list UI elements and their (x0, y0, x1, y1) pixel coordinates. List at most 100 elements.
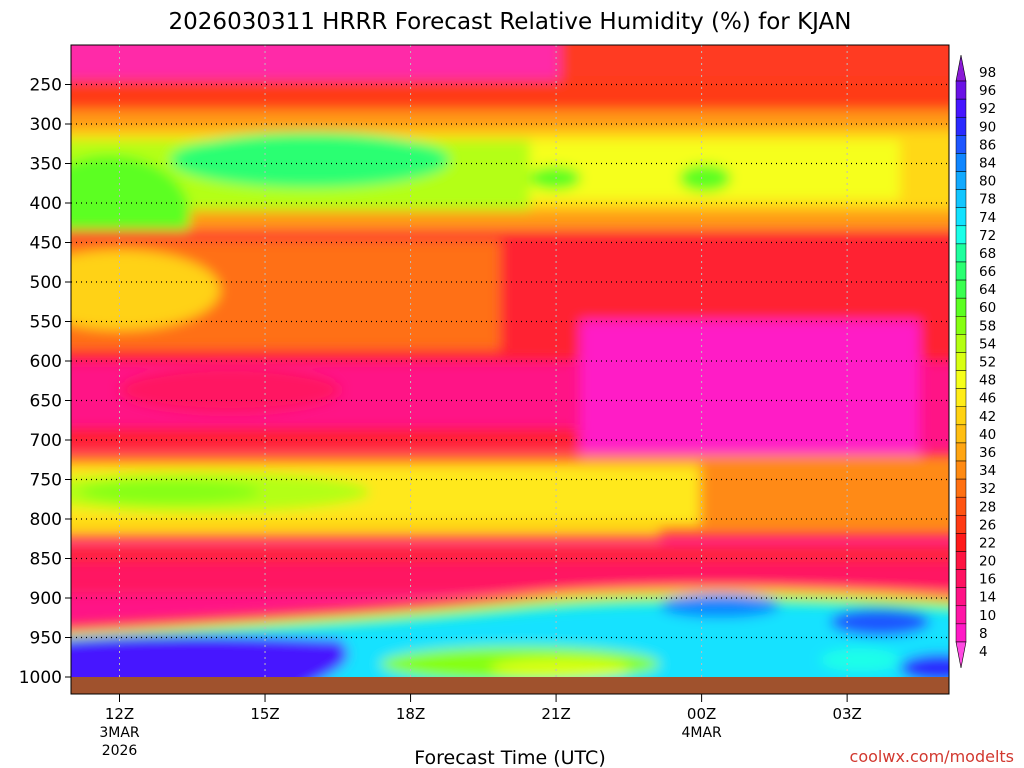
ground-bar (71, 677, 949, 694)
colorbar-swatch (955, 496, 967, 516)
rh-region-upper-green-b (679, 164, 731, 192)
colorbar-swatch (955, 370, 967, 389)
colorbar-swatch (955, 279, 967, 299)
colorbar-swatch (955, 623, 967, 643)
rh-region-dry-left (120, 368, 340, 412)
colorbar-label: 84 (979, 155, 996, 171)
colorbar-label: 32 (979, 481, 996, 497)
chart-title: 2026030311 HRRR Forecast Relative Humidi… (169, 9, 852, 35)
colorbar-swatch (955, 442, 967, 462)
colorbar-swatch (955, 98, 967, 118)
colorbar-label: 16 (979, 572, 996, 588)
colorbar-swatch (955, 297, 967, 317)
colorbar-swatch (955, 605, 967, 625)
colorbar-swatch (955, 153, 967, 172)
colorbar-swatch (955, 460, 967, 480)
colorbar-swatch (955, 515, 967, 534)
y-tick-label: 750 (30, 471, 62, 491)
colorbar-swatch (955, 533, 967, 552)
rh-field (71, 45, 949, 677)
y-tick-label: 650 (30, 392, 62, 412)
colorbar-swatch (955, 569, 967, 588)
y-tick-label: 800 (30, 510, 62, 530)
y-tick-label: 350 (30, 155, 62, 175)
colorbar-swatch (955, 424, 967, 444)
rh-region-mid-yellow-left (71, 250, 220, 330)
colorbar-label: 20 (979, 554, 996, 570)
colorbar-label: 22 (979, 535, 996, 551)
x-tick-label: 18Z (396, 705, 425, 723)
x-tick-label: 12Z (105, 705, 134, 723)
x-axis: 12Z 3MAR 2026 15Z 18Z 21Z 00Z 4MAR 03Z (99, 694, 862, 759)
y-tick-label: 900 (30, 589, 62, 609)
x-tick-date: 4MAR (681, 725, 722, 741)
y-tick-label: 950 (30, 629, 62, 649)
colorbar-label: 52 (979, 355, 996, 371)
colorbar-label: 60 (979, 300, 996, 316)
colorbar-label: 8 (979, 626, 988, 642)
rh-region-surface-cyan-r (820, 648, 900, 672)
colorbar-swatch (955, 80, 967, 100)
colorbar-swatch (955, 406, 967, 426)
rh-region-lowlevel-blue2 (830, 608, 930, 636)
colorbar-swatch (955, 243, 967, 263)
y-tick-label: 700 (30, 431, 62, 451)
colorbar-label: 86 (979, 137, 996, 153)
x-axis-title: Forecast Time (UTC) (414, 747, 605, 768)
colorbar-label: 72 (979, 228, 996, 244)
colorbar-swatch (955, 587, 967, 607)
y-axis: 250 300 350 400 450 500 550 600 650 700 750 800 850 9… (19, 76, 71, 688)
colorbar-label: 26 (979, 517, 996, 533)
rh-region-top-red-left (71, 80, 949, 115)
rh-region-upper-green-mid (170, 132, 450, 188)
colorbar-label: 36 (979, 445, 996, 461)
colorbar-swatch (955, 352, 967, 371)
x-tick-label: 00Z (687, 705, 716, 723)
rh-region-lowlevel-blue (660, 594, 780, 618)
plot-frame (70, 44, 950, 695)
x-tick-label: 21Z (541, 705, 570, 723)
y-tick-label: 450 (30, 234, 62, 254)
rh-region-surface-blue-r (900, 654, 949, 677)
x-tick-year: 2026 (102, 743, 138, 759)
colorbar-label: 58 (979, 318, 996, 334)
y-tick-label: 600 (30, 352, 62, 372)
colorbar-label: 34 (979, 463, 996, 479)
colorbar-label: 80 (979, 174, 996, 190)
colorbar-label: 54 (979, 336, 996, 352)
colorbar-label: 92 (979, 101, 996, 117)
rh-region-mid-orange-core (350, 302, 450, 338)
colorbar-swatch (955, 207, 967, 227)
x-tick-date: 3MAR (99, 725, 140, 741)
colorbar-swatch (955, 116, 967, 136)
rh-region-surface-lime (490, 658, 630, 677)
colorbar-swatch (955, 334, 967, 353)
rh-region-low-yellow-stripe (71, 520, 660, 538)
colorbar-label: 64 (979, 282, 996, 298)
colorbar-label: 14 (979, 590, 996, 606)
y-tick-label: 500 (30, 273, 62, 293)
colorbar-swatch (955, 225, 967, 245)
y-tick-label: 400 (30, 194, 62, 214)
x-tick-label: 03Z (832, 705, 861, 723)
colorbar-label: 90 (979, 119, 996, 135)
rh-region-low-green (80, 480, 260, 504)
colorbar-label: 78 (979, 192, 996, 208)
y-tick-label: 1000 (19, 668, 62, 688)
colorbar-label: 96 (979, 83, 996, 99)
y-tick-label: 250 (30, 76, 62, 96)
colorbar-swatch (955, 551, 967, 570)
colorbar-label: 46 (979, 391, 996, 407)
colorbar-label: 42 (979, 409, 996, 425)
colorbar-label: 68 (979, 246, 996, 262)
watermark: coolwx.com/modelts (850, 747, 1014, 766)
colorbar-swatch (955, 135, 967, 154)
rh-region-upper-green-a (529, 166, 581, 190)
colorbar-bottom-arrow (955, 641, 967, 669)
colorbar-label: 28 (979, 499, 996, 515)
colorbar-label: 4 (979, 644, 988, 660)
colorbar: 9896929086848078747268666460585452484642… (955, 54, 996, 669)
x-tick-label: 15Z (250, 705, 279, 723)
colorbar-label: 10 (979, 608, 996, 624)
